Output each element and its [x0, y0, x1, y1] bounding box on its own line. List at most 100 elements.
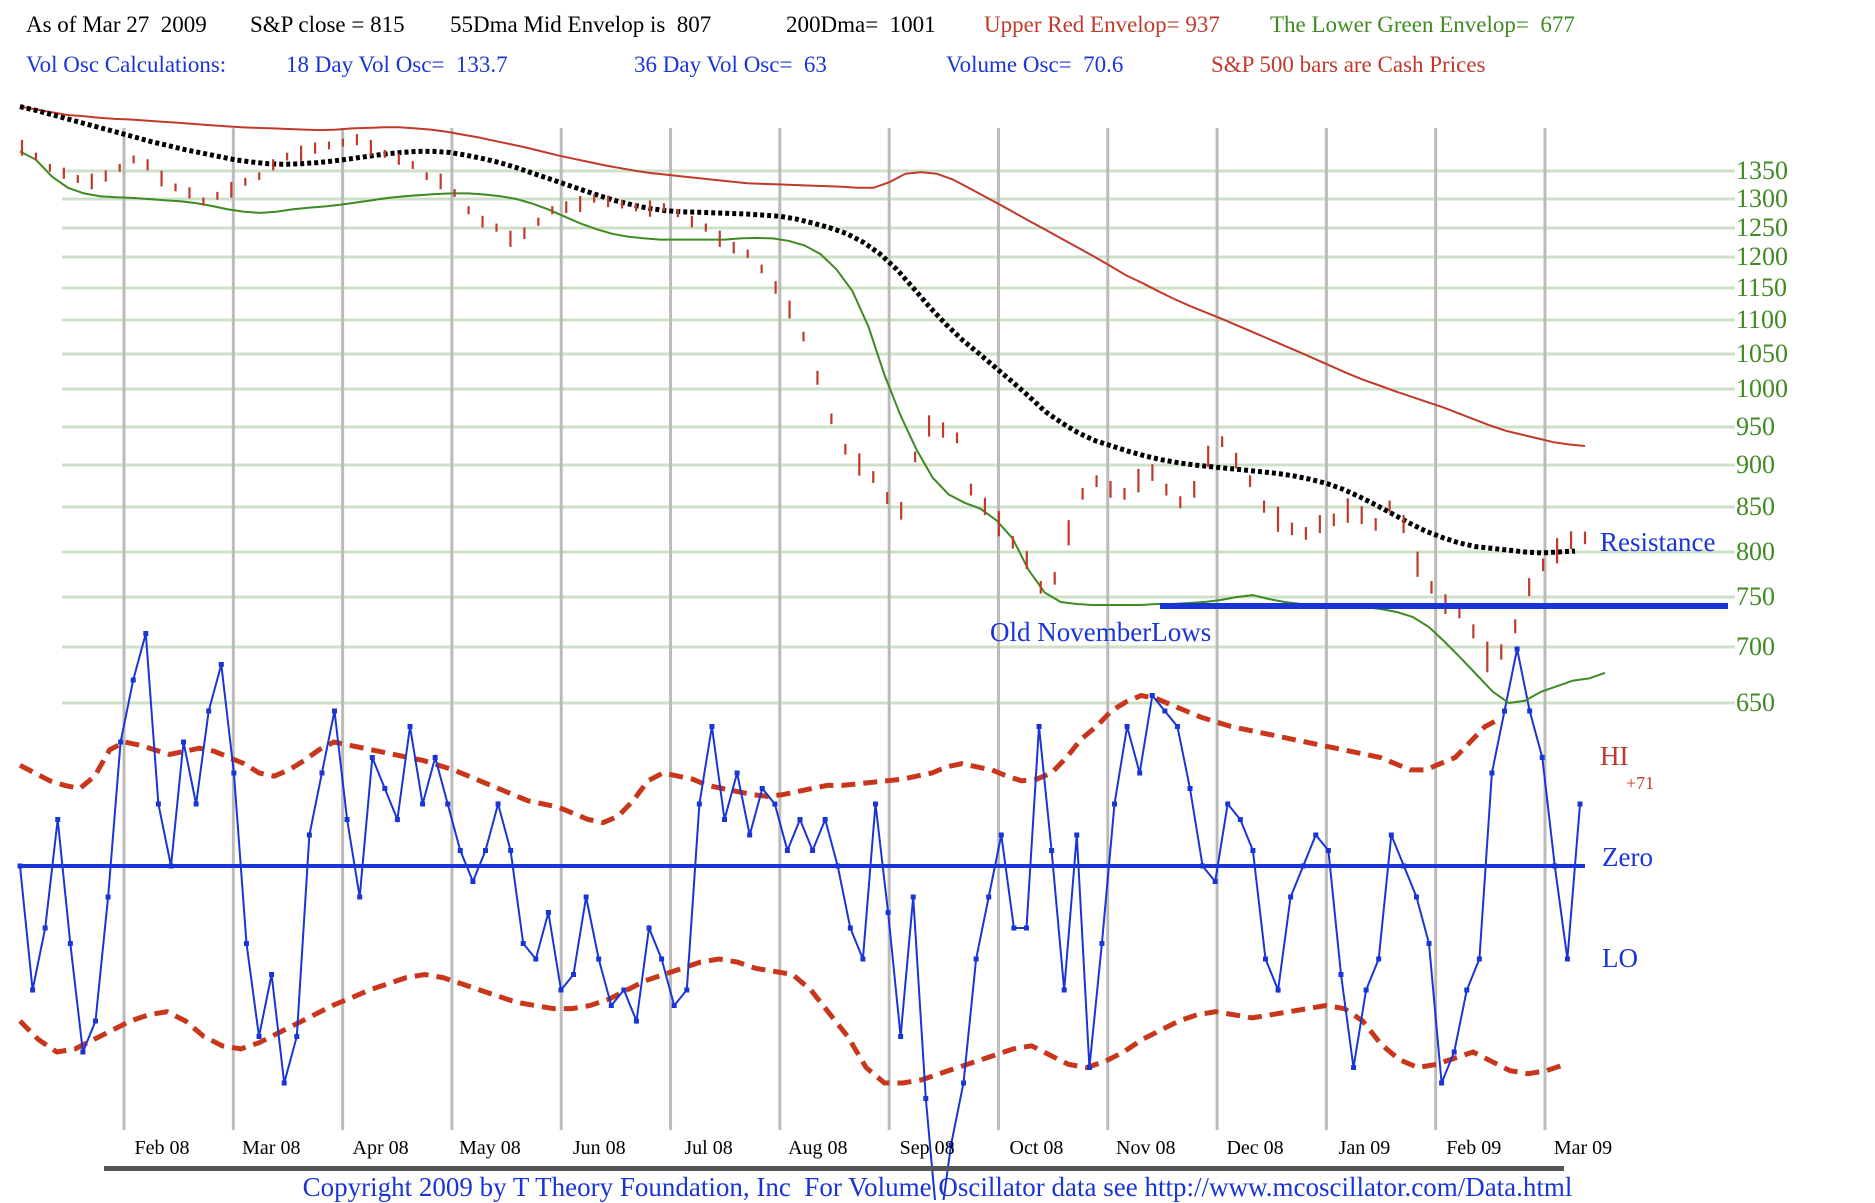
oscillator-point	[1137, 770, 1143, 776]
oscillator-point	[256, 1034, 262, 1039]
oscillator-point	[294, 1034, 300, 1039]
oscillator-point	[948, 1142, 954, 1148]
price-axis-tick-label: 950	[1736, 412, 1775, 441]
month-label: Jul 08	[684, 1137, 732, 1159]
oscillator-point	[30, 987, 36, 993]
month-label: Aug 08	[788, 1137, 847, 1159]
volume-oscillator-group	[17, 631, 1583, 1200]
oscillator-point	[1187, 786, 1193, 791]
month-label: Dec 08	[1226, 1137, 1283, 1159]
oscillator-point	[671, 1003, 677, 1008]
oscillator-point	[80, 1049, 86, 1055]
vol-osc-36-value: 36 Day Vol Osc= 63	[634, 52, 827, 77]
oscillator-point	[1023, 925, 1029, 931]
dma200-line	[19, 104, 1576, 556]
oscillator-point	[1225, 801, 1231, 807]
oscillator-point	[659, 956, 665, 962]
osc-upper-band-line	[18, 692, 1502, 826]
oscillator-point	[545, 910, 551, 915]
oscillator-point	[533, 956, 539, 962]
price-axis-tick-label: 750	[1736, 582, 1775, 611]
month-label: Mar 08	[242, 1137, 300, 1159]
oscillator-point	[722, 817, 728, 822]
oscillator-point	[1577, 801, 1583, 807]
oscillator-point	[420, 801, 426, 807]
oscillator-point	[1564, 956, 1570, 962]
oscillator-point	[407, 724, 413, 729]
oscillator-point	[847, 925, 853, 931]
oscillator-point	[394, 817, 400, 822]
oscillator-point	[520, 941, 526, 946]
oscillator-point	[1200, 863, 1206, 869]
oscillator-point	[608, 1003, 614, 1008]
oscillator-point	[1338, 972, 1344, 977]
oscillator-point	[1363, 987, 1369, 993]
time-axis-bar	[104, 1166, 1564, 1171]
oscillator-point	[130, 677, 136, 683]
oscillator-point	[734, 770, 740, 776]
price-gridlines	[62, 169, 1735, 705]
oscillator-point	[1061, 987, 1067, 993]
oscillator-point	[143, 631, 149, 636]
zero-label: Zero	[1602, 842, 1653, 872]
oscillator-point	[1413, 894, 1419, 900]
oscillator-point	[797, 817, 803, 822]
upper-envelope-group	[19, 105, 1586, 447]
dma200-value: 200Dma= 1001	[786, 12, 936, 37]
oscillator-point	[1527, 708, 1533, 714]
oscillator-point	[1288, 894, 1294, 900]
oscillator-point	[168, 863, 174, 869]
oscillator-point	[508, 848, 514, 853]
oscillator-point	[910, 894, 916, 900]
upper-envelope-value: Upper Red Envelop= 937	[984, 12, 1220, 37]
hi-value-label: +71	[1626, 773, 1654, 793]
month-label: Nov 08	[1116, 1137, 1175, 1159]
annotations: Resistance Old NovemberLows HI+71 Zero LO	[990, 527, 1715, 973]
oscillator-point	[646, 925, 652, 931]
volume-osc-value: Volume Osc= 70.6	[946, 52, 1124, 77]
oscillator-point	[1476, 956, 1482, 962]
month-label: May 08	[459, 1137, 521, 1159]
lower-envelope-value: The Lower Green Envelop= 677	[1270, 12, 1575, 37]
oscillator-point	[1212, 879, 1218, 884]
oscillator-point	[1426, 941, 1432, 946]
price-axis-tick-label: 1150	[1736, 273, 1787, 302]
oscillator-point	[583, 894, 589, 900]
price-axis-tick-label: 650	[1736, 688, 1775, 717]
oscillator-point	[684, 987, 690, 993]
sp-close-value: S&P close = 815	[250, 12, 405, 37]
oscillator-point	[998, 832, 1004, 838]
oscillator-point	[1325, 848, 1331, 853]
oscillator-point	[382, 786, 388, 791]
price-bars-group	[20, 134, 1587, 673]
oscillator-point	[1464, 987, 1470, 993]
resistance-label: Resistance	[1600, 527, 1715, 557]
oscillator-point	[1011, 925, 1017, 931]
oscillator-point	[332, 708, 338, 714]
oscillator-point	[1313, 832, 1319, 838]
oscillator-point	[709, 724, 715, 729]
oscillator-point	[55, 817, 61, 822]
month-label: Mar 09	[1554, 1137, 1612, 1159]
oscillator-point	[596, 956, 602, 962]
oscillator-point	[1086, 1065, 1092, 1070]
oscillator-point	[1262, 956, 1268, 962]
price-axis-tick-label: 1100	[1736, 305, 1787, 334]
oscillator-point	[1174, 724, 1180, 729]
price-axis-tick-label: 850	[1736, 492, 1775, 521]
month-label: Sep 08	[900, 1137, 955, 1159]
lo-label: LO	[1602, 943, 1638, 973]
oscillator-point	[1112, 801, 1118, 807]
month-labels: Feb 08 Mar 08 Apr 08 May 08 Jun 08 Jul 08 Aug …	[135, 1137, 1613, 1159]
oscillator-point	[558, 987, 564, 993]
month-label: Apr 08	[353, 1137, 409, 1159]
oscillator-point	[1049, 848, 1055, 853]
oscillator-point	[457, 848, 463, 853]
oscillator-point	[181, 739, 187, 745]
oscillator-point	[772, 801, 778, 807]
oscillator-point	[92, 1018, 98, 1024]
oscillator-point	[1250, 848, 1256, 853]
price-axis-tick-label: 1350	[1736, 156, 1788, 185]
oscillator-point	[1451, 1049, 1457, 1055]
hi-label: HI	[1600, 741, 1629, 771]
